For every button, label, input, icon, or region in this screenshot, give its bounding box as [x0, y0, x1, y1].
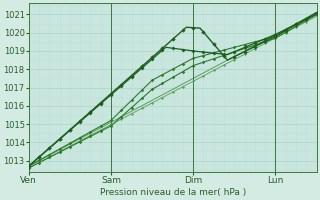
X-axis label: Pression niveau de la mer( hPa ): Pression niveau de la mer( hPa )	[100, 188, 246, 197]
